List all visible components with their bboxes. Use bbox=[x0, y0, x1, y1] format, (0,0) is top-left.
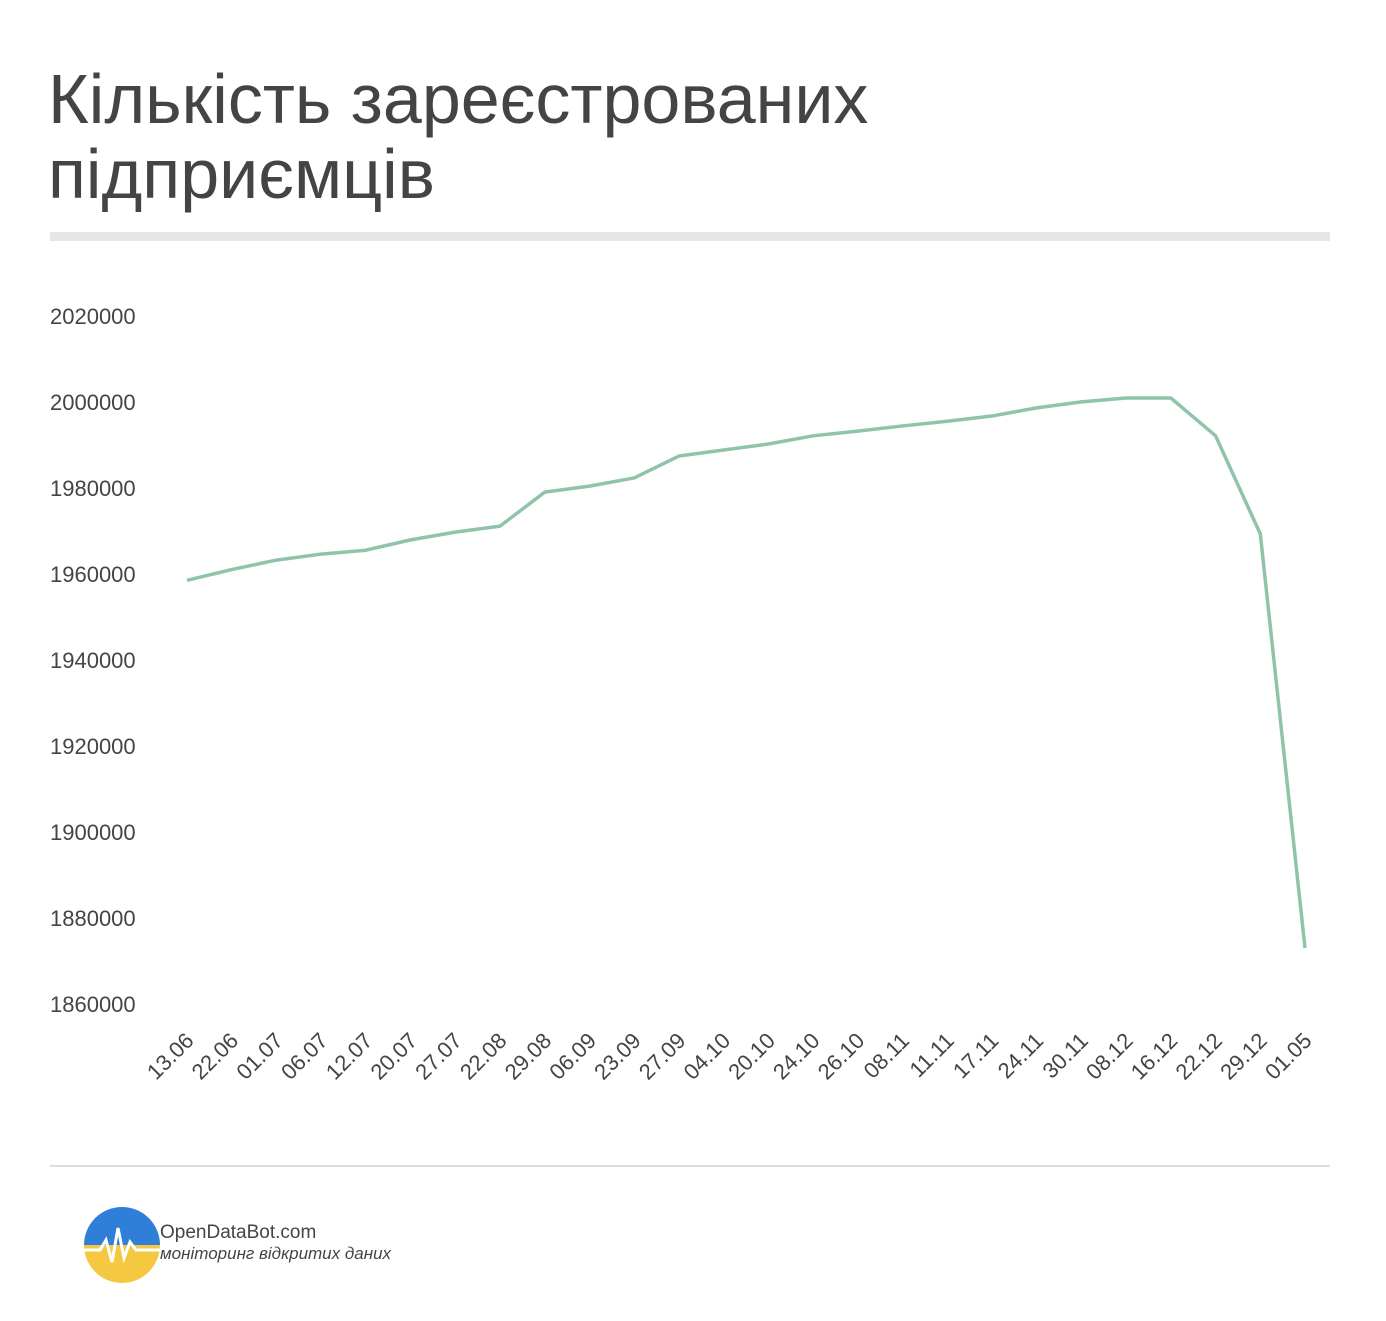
x-tick-label: 22.12 bbox=[1170, 1028, 1227, 1085]
footer-tagline: моніторинг відкритих даних bbox=[160, 1244, 392, 1263]
footer-brand: OpenDataBot.com bbox=[160, 1222, 316, 1243]
x-tick-label: 23.09 bbox=[589, 1028, 646, 1085]
y-tick-label: 1920000 bbox=[50, 734, 136, 759]
x-tick-label: 08.12 bbox=[1081, 1028, 1138, 1085]
x-tick-label: 27.07 bbox=[410, 1028, 467, 1085]
x-tick-label: 20.07 bbox=[366, 1028, 423, 1085]
x-tick-label: 12.07 bbox=[321, 1028, 378, 1085]
x-tick-label: 24.11 bbox=[993, 1028, 1048, 1083]
x-tick-label: 16.12 bbox=[1126, 1028, 1183, 1085]
y-tick-label: 2000000 bbox=[50, 390, 136, 415]
y-tick-label: 1880000 bbox=[50, 906, 136, 931]
title-rule bbox=[50, 232, 1330, 241]
chart-title: Кількість зареєстрованих підприємців bbox=[48, 60, 868, 213]
y-tick-label: 1960000 bbox=[50, 562, 136, 587]
x-tick-label: 27.09 bbox=[634, 1028, 691, 1085]
x-tick-label: 22.06 bbox=[187, 1028, 244, 1085]
x-tick-label: 22.08 bbox=[455, 1028, 512, 1085]
x-tick-label: 11.11 bbox=[904, 1028, 958, 1082]
x-tick-label: 01.05 bbox=[1260, 1028, 1317, 1085]
x-tick-label: 26.10 bbox=[813, 1028, 870, 1085]
x-tick-label: 08.11 bbox=[859, 1028, 914, 1083]
x-tick-label: 01.07 bbox=[231, 1028, 288, 1085]
x-tick-label: 24.10 bbox=[768, 1028, 825, 1085]
x-tick-label: 13.06 bbox=[142, 1028, 199, 1085]
x-tick-label: 29.08 bbox=[500, 1028, 557, 1085]
x-tick-label: 06.09 bbox=[544, 1028, 601, 1085]
chart-title-line: Кількість зареєстрованих bbox=[48, 60, 868, 138]
y-tick-label: 2020000 bbox=[50, 304, 136, 329]
x-tick-label: 29.12 bbox=[1215, 1028, 1272, 1085]
y-tick-label: 1940000 bbox=[50, 648, 136, 673]
logo bbox=[84, 1207, 160, 1283]
x-tick-label: 04.10 bbox=[679, 1028, 736, 1085]
y-tick-label: 1980000 bbox=[50, 476, 136, 501]
y-tick-label: 1900000 bbox=[50, 820, 136, 845]
data-line bbox=[186, 396, 1307, 949]
chart-title-line: підприємців bbox=[48, 135, 435, 213]
x-tick-label: 06.07 bbox=[276, 1028, 333, 1085]
x-tick-label: 30.11 bbox=[1037, 1028, 1092, 1083]
x-tick-label: 17.11 bbox=[948, 1028, 1003, 1083]
y-tick-label: 1860000 bbox=[50, 992, 136, 1017]
x-tick-label: 20.10 bbox=[723, 1028, 780, 1085]
